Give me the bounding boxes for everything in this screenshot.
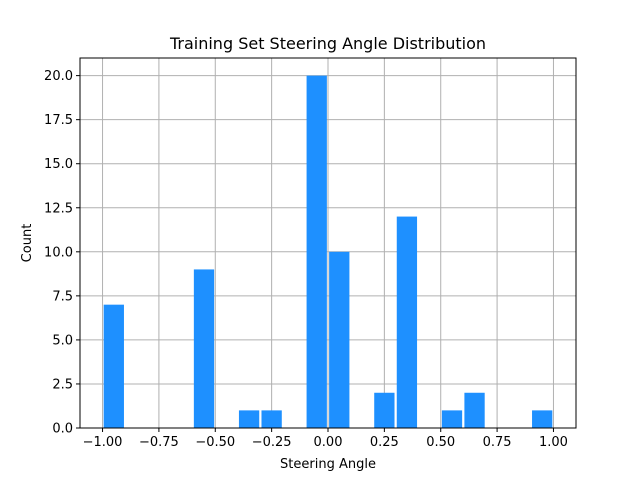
y-axis-ticks: 0.0 2.5 5.0 7.5 10.0 12.5 15.0 17.5 20.0 <box>44 69 80 437</box>
x-tick-label: −1.00 <box>83 435 123 450</box>
histogram-bar <box>238 410 260 428</box>
x-axis-ticks: −1.00 −0.75 −0.50 −0.25 0.00 0.25 0.50 0.75 1.00 <box>83 428 568 450</box>
y-tick-label: 17.5 <box>44 113 73 128</box>
histogram-bar <box>396 216 418 428</box>
histogram-bar <box>103 304 124 428</box>
histogram-bar <box>193 269 215 428</box>
y-axis-label: Count <box>20 224 35 263</box>
x-tick-label: −0.75 <box>139 435 179 450</box>
y-tick-label: 5.0 <box>52 333 73 348</box>
grid-lines <box>80 58 576 429</box>
histogram-bar <box>441 410 463 428</box>
y-tick-label: 2.5 <box>52 377 73 392</box>
x-tick-label: −0.50 <box>195 435 235 450</box>
histogram-bar <box>374 392 395 428</box>
histogram-bar <box>532 410 553 428</box>
y-tick-label: 7.5 <box>52 289 73 304</box>
histogram-bar <box>464 392 485 428</box>
x-tick-label: 0.00 <box>314 435 343 450</box>
y-tick-label: 12.5 <box>44 201 73 216</box>
histogram-bar <box>306 75 327 428</box>
x-tick-label: 0.25 <box>370 435 399 450</box>
histogram-bar <box>329 251 350 428</box>
bars <box>103 75 553 428</box>
y-tick-label: 10.0 <box>44 245 73 260</box>
x-tick-label: 0.50 <box>426 435 455 450</box>
x-tick-label: 1.00 <box>539 435 568 450</box>
histogram-bar <box>261 410 282 428</box>
chart-title: Training Set Steering Angle Distribution <box>169 34 486 53</box>
y-tick-label: 15.0 <box>44 157 73 172</box>
x-tick-label: −0.25 <box>252 435 292 450</box>
y-tick-label: 20.0 <box>44 69 73 84</box>
x-tick-label: 0.75 <box>483 435 512 450</box>
x-axis-label: Steering Angle <box>280 457 376 472</box>
y-tick-label: 0.0 <box>52 422 73 437</box>
